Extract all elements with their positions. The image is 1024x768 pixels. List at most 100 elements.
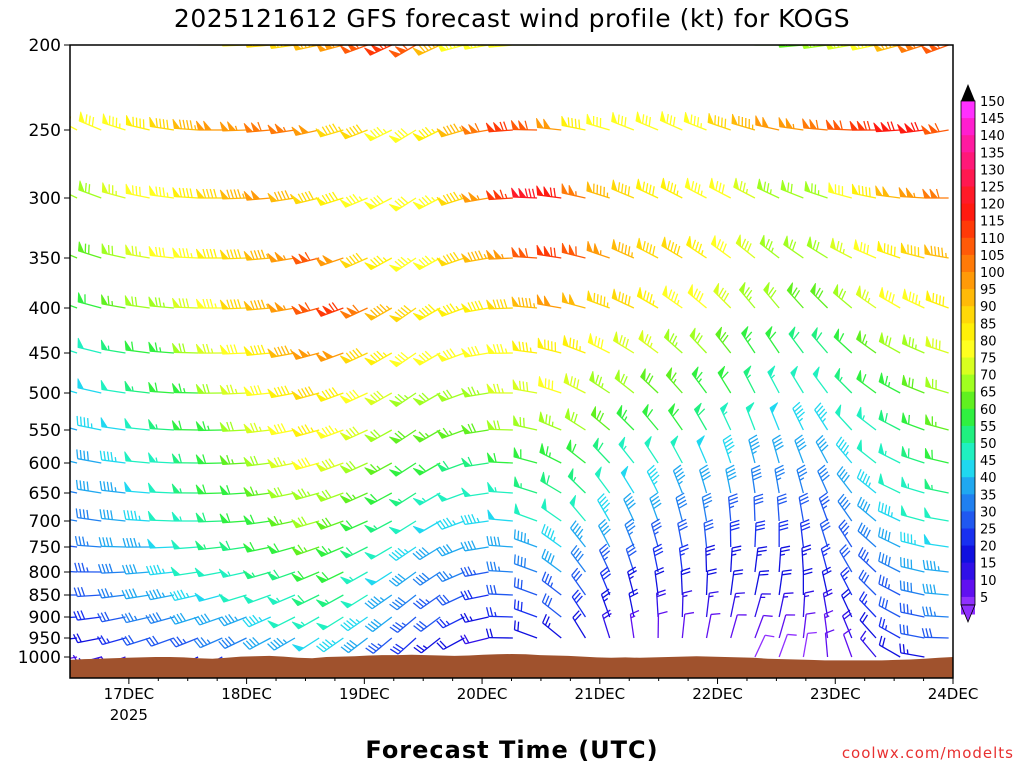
barb-staff [754,548,759,573]
barb-staff [778,614,787,639]
wind-barb [858,591,877,618]
barb-pennant [173,34,180,44]
barb-pennant [194,592,206,602]
barb-staff [722,440,732,464]
barb-flag [816,332,823,341]
barb-flag [253,455,259,465]
barb-half-flag [913,192,916,198]
barb-staff [840,573,853,596]
barb-pennant [512,45,520,46]
barb-flag [748,434,758,441]
barb-flag [861,186,864,196]
barb-pennant [148,245,157,257]
wind-barb [78,111,102,131]
barb-pennant [767,365,776,378]
wind-barb [778,633,797,658]
barb-flag [754,500,764,505]
wind-barb [412,303,441,321]
barb-staff [705,593,710,618]
barb-flag [752,475,762,481]
barb-staff [420,616,441,632]
wind-barb [729,519,740,548]
barb-half-flag [497,566,501,572]
wind-barb [823,609,834,639]
wind-barb [461,250,489,263]
barb-half-flag [672,378,677,384]
wind-barb [171,453,199,464]
wind-barb [243,422,271,434]
wind-barb [705,613,721,639]
barb-flag [570,411,575,422]
barb-flag [886,121,892,131]
barb-flag [395,621,404,629]
barb-flag [86,29,88,38]
barb-flag [332,191,339,201]
barb-staff [924,636,949,639]
barb-flag [627,566,637,573]
barb-flag [467,456,473,466]
barb-flag [818,492,828,499]
barb-half-flag [472,569,477,575]
colorbar-label: 75 [980,352,997,367]
barb-pennant [461,253,472,263]
barb-flag [648,116,652,127]
barb-staff [600,594,611,618]
wind-barb [570,544,586,573]
barb-flag [297,426,304,435]
barb-flag [169,615,176,625]
barb-flag [389,626,398,633]
barb-flag [300,45,304,49]
barb-staff [77,488,102,494]
barb-flag [542,614,547,624]
barb-flag [621,183,624,194]
barb-flag [418,548,427,557]
wind-barb [644,436,659,464]
barb-flag [304,45,307,49]
barb-flag [836,466,844,475]
wind-barbs [70,29,949,669]
barb-flag [863,574,870,584]
barb-pennant [707,32,713,42]
barb-flag [595,374,600,384]
barb-flag [499,121,504,131]
barb-flag [394,575,403,583]
barb-flag [693,288,699,298]
barb-half-flag [194,125,197,130]
barb-flag [666,113,669,124]
barb-pennant [148,296,157,307]
wind-barb [171,511,199,522]
barb-half-flag [448,573,453,578]
barb-pennant [412,201,425,210]
barb-staff [147,45,150,46]
barb-staff [542,622,562,639]
barb-flag [248,616,256,625]
wind-barb [819,518,831,548]
wind-barb [815,434,829,464]
barb-flag [520,579,523,590]
barb-staff [681,614,686,639]
barb-flag [572,338,575,349]
wind-barb [586,181,610,199]
barb-flag [548,415,551,426]
wind-barb [339,347,368,364]
barb-half-flag [421,497,427,502]
barb-flag [881,618,886,629]
barb-flag [421,307,430,316]
colorbar-label: 55 [980,420,997,435]
barb-flag [765,45,766,46]
barb-pennant [339,45,352,54]
barb-flag [391,551,400,559]
barb-flag [914,121,920,132]
barb-pennant [219,485,230,495]
wind-barb [771,434,784,464]
wind-barb [857,496,877,522]
wind-barb [242,570,271,580]
barb-flag [182,248,186,258]
barb-flag [178,298,182,308]
barb-staff [70,519,78,522]
barb-pennant [538,411,546,424]
wind-barb [86,29,102,46]
barb-flag [249,422,255,433]
barb-flag [752,472,762,477]
wind-barb [219,344,247,355]
